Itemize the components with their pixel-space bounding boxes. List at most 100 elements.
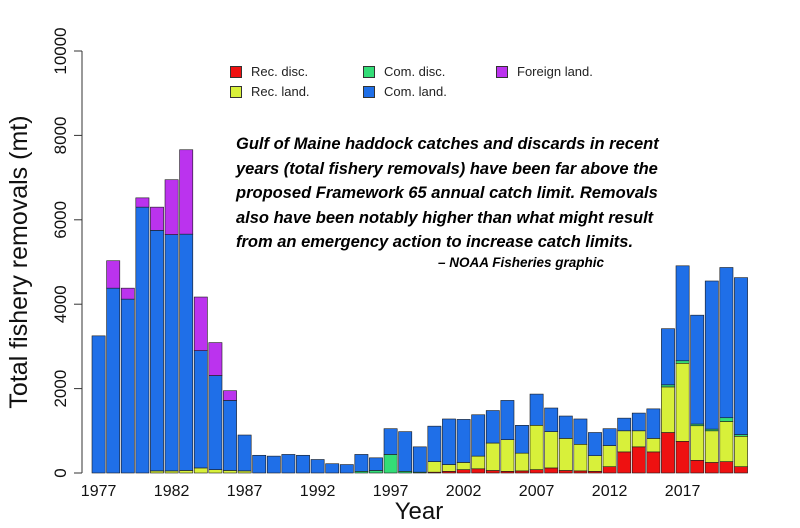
bar-2007-rec-land: [529, 425, 544, 470]
bar-2006-com-land: [515, 425, 529, 454]
bar-1991-com-land: [296, 454, 310, 474]
bar-1982-foreign-land: [164, 179, 179, 235]
bar-1995-com-land: [354, 454, 369, 472]
bar-2017-rec-disc: [675, 441, 690, 474]
bar-2007-com-land: [529, 393, 544, 426]
x-tick-label: 2007: [519, 483, 555, 500]
bar-1984-rec-land: [193, 467, 208, 474]
bar-2016-rec-disc: [661, 432, 675, 474]
bar-2014-rec-disc: [631, 446, 646, 474]
bar-1980-foreign-land: [135, 197, 150, 208]
bar-2007-rec-disc: [529, 469, 544, 474]
bar-1999-com-land: [412, 446, 427, 473]
legend-swatch-com-disc: [363, 65, 375, 78]
bar-2018-rec-disc: [690, 460, 705, 474]
bar-2021-rec-disc: [734, 466, 748, 474]
bar-2021-rec-land: [734, 435, 748, 467]
bar-1982-com-land: [164, 234, 179, 472]
bar-1997-com-disc: [383, 454, 398, 474]
y-tick-label: 6000: [51, 201, 70, 239]
bar-2016-com-land: [661, 328, 675, 386]
bar-2020-rec-land: [719, 421, 734, 462]
bar-2002-rec-disc: [456, 469, 471, 474]
bar-1983-com-land: [179, 233, 194, 471]
bar-1986-com-land: [223, 400, 237, 471]
bar-2017-com-disc: [675, 360, 690, 364]
bar-2006-rec-disc: [515, 470, 529, 474]
bar-1977-com-land: [91, 335, 106, 474]
bar-2018-rec-land: [690, 425, 705, 461]
bar-2006-rec-land: [515, 452, 529, 472]
legend-label-foreign-land: Foreign land.: [517, 64, 593, 79]
bar-2013-rec-land: [617, 430, 632, 453]
x-tick-label: 1997: [373, 483, 409, 500]
y-tick-label: 8000: [51, 116, 70, 154]
annotation-credit: – NOAA Fisheries graphic: [438, 255, 605, 270]
bar-2015-rec-land: [646, 438, 661, 453]
annotation-line: proposed Framework 65 annual catch limit…: [236, 184, 658, 202]
legend-item-com-land: Com. land.: [363, 84, 447, 99]
bar-2008-com-land: [544, 407, 559, 432]
bar-2001-rec-land: [442, 464, 456, 472]
bar-2003-rec-land: [471, 455, 486, 470]
bar-2004-rec-disc: [485, 470, 500, 474]
bar-1989-com-land: [266, 455, 281, 474]
legend: Rec. disc. Rec. land. Com. disc. Com. la…: [230, 64, 650, 104]
bar-1981-foreign-land: [150, 206, 164, 231]
bar-1985-com-land: [208, 375, 223, 470]
bar-2015-com-land: [646, 408, 661, 439]
bar-2004-com-land: [485, 410, 500, 444]
bar-2010-com-land: [573, 418, 588, 445]
bar-1979-com-land: [120, 298, 135, 474]
bar-2016-rec-land: [661, 386, 675, 433]
legend-label-com-land: Com. land.: [384, 84, 447, 99]
bar-2020-rec-disc: [719, 461, 734, 474]
annotation-line: years (total fishery removals) have been…: [236, 159, 658, 178]
bar-2002-rec-land: [456, 462, 471, 470]
legend-swatch-rec-land: [230, 85, 242, 98]
bar-2001-com-land: [442, 418, 456, 465]
bar-1992-com-land: [310, 459, 325, 474]
bar-1985-rec-land: [208, 469, 223, 474]
bar-1978-com-land: [106, 287, 121, 474]
bar-2013-rec-disc: [617, 451, 632, 474]
y-axis-label: Total fishery removals (mt): [5, 115, 33, 408]
bar-2004-rec-land: [485, 442, 500, 471]
bar-2005-rec-land: [500, 439, 515, 472]
legend-swatch-rec-disc: [230, 65, 242, 78]
legend-item-rec-disc: Rec. disc.: [230, 64, 308, 79]
bar-1982-rec-land: [164, 470, 179, 474]
legend-swatch-com-land: [363, 85, 375, 98]
legend-swatch-foreign-land: [496, 65, 508, 78]
bar-2017-rec-land: [675, 362, 690, 442]
bar-1996-com-disc: [369, 470, 383, 474]
annotation-line: also have been notably higher than what …: [236, 208, 654, 227]
bar-2000-com-land: [427, 425, 442, 462]
bar-2015-rec-disc: [646, 451, 661, 474]
bar-1985-foreign-land: [208, 342, 223, 376]
bar-2014-com-land: [631, 412, 646, 432]
bar-1993-com-land: [325, 463, 340, 474]
legend-label-rec-disc: Rec. disc.: [251, 64, 309, 79]
bar-2020-com-disc: [719, 417, 734, 422]
bar-2019-rec-land: [704, 430, 719, 463]
bar-1979-foreign-land: [120, 287, 135, 300]
bar-2000-rec-land: [427, 461, 442, 473]
x-tick-label: 2012: [592, 483, 628, 500]
bar-2009-rec-land: [558, 438, 573, 471]
bar-2011-com-land: [588, 432, 602, 456]
bar-2012-com-land: [602, 428, 617, 446]
annotation-line: from an emergency action to increase cat…: [236, 233, 634, 251]
x-tick-label: 1992: [300, 483, 336, 500]
bar-1983-rec-land: [179, 470, 194, 474]
bar-2016-com-disc: [661, 384, 675, 388]
x-tick-label: 1977: [81, 483, 117, 500]
x-tick-label: 1987: [227, 483, 263, 500]
bar-2010-rec-disc: [573, 470, 588, 474]
bar-1983-foreign-land: [179, 149, 194, 235]
y-tick-label: 4000: [51, 285, 70, 323]
bar-2021-com-land: [734, 277, 748, 435]
axes-layer: 0 2000 4000 6000 8000 10000 1977 1982 1987 1992 19…: [51, 27, 700, 500]
bar-2011-rec-land: [588, 455, 602, 472]
bars-layer: [91, 149, 748, 474]
